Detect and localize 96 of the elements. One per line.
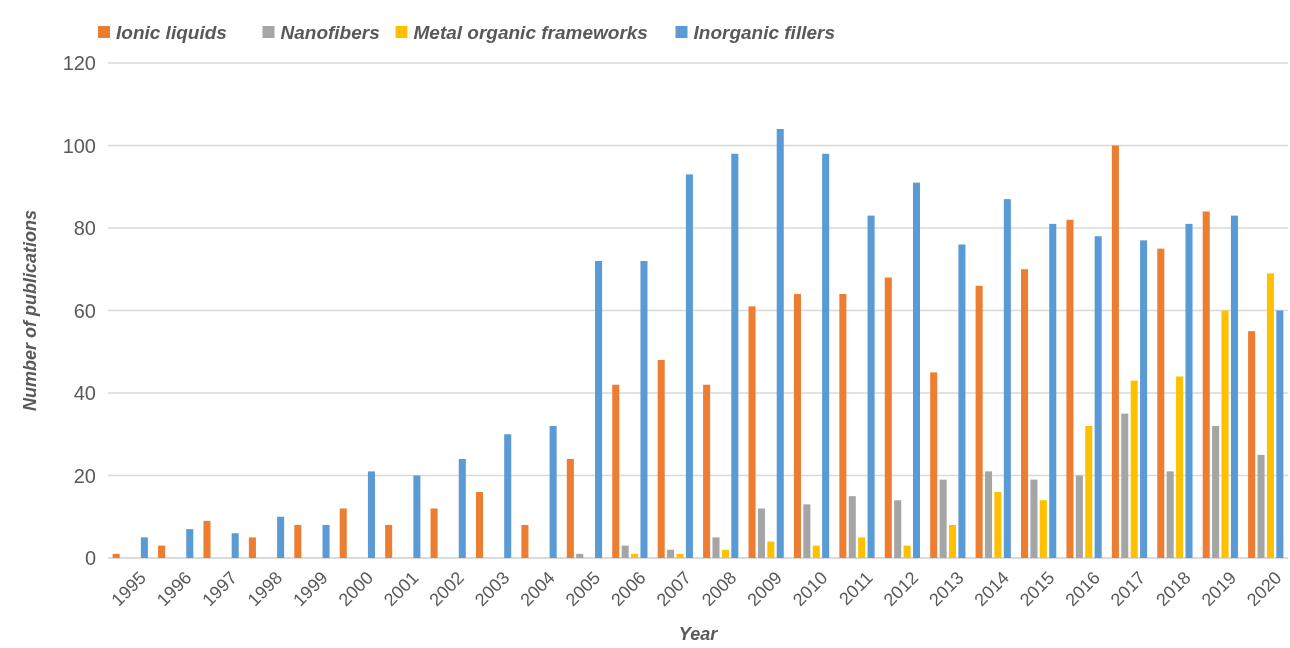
bar: [595, 261, 603, 558]
bar: [1130, 380, 1138, 558]
y-tick-label: 100: [62, 134, 96, 157]
bar: [1039, 500, 1047, 558]
bar: [1276, 310, 1284, 558]
bar: [1030, 479, 1038, 558]
bar: [1085, 426, 1093, 558]
bar: [413, 475, 421, 558]
bar: [994, 492, 1002, 558]
y-tick-label: 20: [73, 464, 96, 487]
bar: [721, 549, 729, 558]
bar: [748, 306, 756, 558]
bar: [1075, 475, 1083, 558]
bar: [731, 153, 739, 558]
bar: [822, 153, 830, 558]
bar: [1202, 211, 1210, 558]
bar: [186, 529, 194, 558]
bar: [203, 520, 211, 558]
bar: [1266, 273, 1274, 558]
y-tick-label: 80: [73, 217, 96, 239]
bar: [912, 182, 921, 558]
bar: [1212, 426, 1220, 558]
bar: [1021, 269, 1029, 558]
y-tick-label: 40: [73, 382, 96, 404]
bar: [612, 384, 620, 558]
bar: [248, 537, 256, 558]
bar: [1257, 454, 1265, 558]
y-tick-label: 60: [73, 299, 96, 322]
bar: [1066, 219, 1074, 558]
bar: [1121, 413, 1129, 558]
bar: [294, 525, 302, 558]
bar: [458, 459, 466, 558]
bar: [985, 471, 993, 558]
bar: [812, 545, 820, 558]
y-tick-label: 0: [84, 547, 96, 569]
bar: [948, 525, 957, 558]
bar: [1094, 236, 1102, 558]
bar: [776, 129, 784, 558]
bar: [884, 277, 892, 558]
bar: [1166, 471, 1174, 558]
y-tick-label: 120: [62, 52, 96, 74]
bar: [1248, 331, 1256, 558]
bar: [975, 285, 983, 558]
bar: [958, 244, 966, 558]
bar: [858, 537, 866, 558]
bar: [621, 545, 629, 558]
bar: [839, 294, 847, 558]
bar: [1176, 376, 1184, 558]
bar: [1140, 240, 1148, 558]
bar: [793, 294, 801, 558]
legend-label: Metal organic frameworks: [413, 21, 648, 43]
bar: [504, 434, 512, 558]
bar: [712, 537, 720, 558]
bar: [640, 261, 648, 558]
bar: [903, 545, 911, 558]
bar: [930, 372, 938, 558]
bar: [867, 215, 875, 558]
bar: [521, 525, 529, 558]
bar: [657, 360, 665, 558]
bar: [1157, 248, 1165, 558]
bar: [1230, 215, 1238, 558]
bar: [430, 508, 438, 558]
bar: [112, 553, 120, 558]
bar: [631, 553, 639, 558]
bar: [757, 508, 765, 558]
bar: [667, 549, 675, 558]
bar: [385, 525, 393, 558]
bar: [1003, 199, 1011, 558]
legend-label: Ionic liquids: [116, 21, 227, 43]
bar: [231, 533, 239, 558]
bar: [894, 500, 902, 558]
bar: [939, 479, 947, 558]
bar: [322, 525, 330, 558]
bar: [576, 553, 584, 558]
bar: [676, 553, 684, 558]
bar: [549, 426, 557, 558]
y-axis-title: Number of publications: [20, 209, 40, 412]
bar: [339, 508, 347, 558]
bar: [566, 459, 574, 558]
bar: [140, 537, 148, 558]
bar: [367, 471, 375, 558]
bar: [1111, 145, 1119, 558]
bar: [803, 504, 811, 558]
legend-label: Inorganic fillers: [693, 21, 835, 43]
bar: [1221, 310, 1229, 558]
bar: [1049, 223, 1057, 558]
bar: [848, 496, 856, 558]
x-axis-title: Year: [678, 624, 719, 644]
bar: [158, 545, 166, 558]
bar: [1185, 223, 1193, 558]
bar: [685, 174, 693, 558]
bar: [767, 541, 775, 558]
legend-label: Nanofibers: [280, 21, 380, 43]
bar: [277, 516, 285, 558]
bar: [703, 384, 711, 558]
bar: [475, 492, 484, 558]
